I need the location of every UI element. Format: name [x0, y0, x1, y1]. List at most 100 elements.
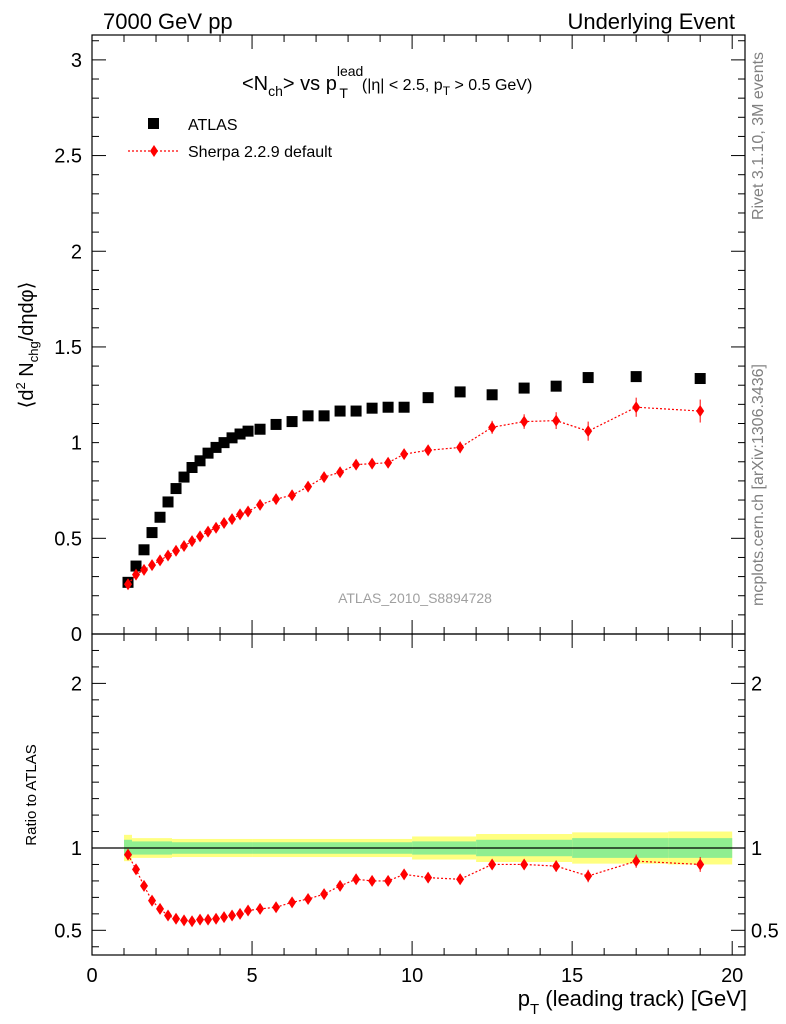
sherpa-point — [220, 517, 229, 530]
sherpa-point — [304, 480, 313, 493]
sherpa-ratio-point — [244, 904, 253, 917]
sherpa-ratio-point — [400, 868, 409, 881]
sherpa-point — [288, 489, 297, 502]
sherpa-ratio-point — [212, 912, 221, 925]
sherpa-ratio-point — [156, 902, 165, 915]
sherpa-point — [164, 549, 173, 562]
sherpa-point — [172, 544, 181, 557]
sherpa-point — [188, 535, 197, 548]
atlas-data-point — [218, 437, 230, 449]
atlas-data-point — [202, 447, 214, 459]
ratio-y-tick-label-left: 0.5 — [54, 920, 82, 942]
x-tick-label: 20 — [721, 965, 743, 987]
sherpa-ratio-point — [368, 874, 377, 887]
atlas-data-point — [146, 527, 158, 539]
sherpa-point — [196, 530, 205, 543]
atlas-data-point — [154, 511, 166, 523]
sherpa-ratio-point — [488, 858, 497, 871]
main-plot-title: <Nch> vs plead T (|η| < 2.5, pT > 0.5 GeV) — [242, 63, 532, 101]
atlas-data-point — [486, 389, 498, 401]
y-tick-label: 3 — [71, 50, 82, 72]
sherpa-ratio-point — [148, 894, 157, 907]
sherpa-ratio-point — [180, 914, 189, 927]
sherpa-ratio-point — [584, 869, 593, 882]
sherpa-ratio-point — [124, 848, 133, 861]
atlas-data-point — [210, 441, 222, 453]
sherpa-ratio-point — [256, 902, 265, 915]
y-tick-label-zero: 0 — [71, 624, 82, 646]
atlas-data-point — [138, 544, 150, 556]
sherpa-ratio-point — [164, 909, 173, 922]
y-tick-label: 1.5 — [54, 337, 82, 359]
atlas-data-point — [226, 432, 238, 444]
atlas-data-point — [254, 423, 266, 435]
atlas-data-point — [194, 455, 206, 467]
sherpa-ratio-point — [696, 858, 705, 871]
sherpa-point — [400, 448, 409, 461]
sherpa-ratio-point — [132, 863, 141, 876]
sherpa-ratio-point — [352, 873, 361, 886]
atlas-data-point — [302, 410, 314, 422]
ratio-y-axis-label: Ratio to ATLAS — [23, 744, 40, 845]
sherpa-point — [272, 493, 281, 506]
sherpa-point — [256, 498, 265, 511]
x-tick-label: 5 — [246, 965, 257, 987]
sherpa-ratio-point — [228, 909, 237, 922]
sherpa-line — [127, 406, 701, 585]
mcplots-label: mcplots.cern.ch [arXiv:1306.3436] — [750, 364, 767, 606]
legend: ATLAS Sherpa 2.2.9 default — [128, 117, 333, 161]
sherpa-point — [552, 414, 561, 427]
atlas-data-point — [454, 386, 466, 398]
rivet-label: Rivet 3.1.10, 3M events — [750, 52, 767, 220]
sherpa-point — [488, 421, 497, 434]
atlas-data-point — [350, 405, 362, 417]
y-tick-label: 1 — [71, 433, 82, 455]
sherpa-ratio-point — [632, 855, 641, 868]
sherpa-point — [156, 554, 165, 567]
x-tick-label: 0 — [86, 965, 97, 987]
atlas-data-point — [130, 560, 142, 572]
atlas-data-point — [694, 373, 706, 385]
sherpa-point — [320, 471, 329, 484]
legend-marker-sherpa — [150, 145, 158, 157]
sherpa-point — [520, 415, 529, 428]
x-tick-label: 10 — [401, 965, 423, 987]
sherpa-point — [368, 457, 377, 470]
atlas-data-point — [270, 418, 282, 430]
sherpa-ratio-point — [304, 893, 313, 906]
ratio-y-tick-label-left: 1 — [71, 838, 82, 860]
sherpa-point — [148, 559, 157, 572]
sherpa-ratio-point — [204, 913, 213, 926]
sherpa-point — [212, 521, 221, 534]
sherpa-ratio-point — [220, 911, 229, 924]
sherpa-point — [132, 568, 141, 581]
sherpa-point — [180, 539, 189, 552]
sherpa-point — [696, 405, 705, 418]
sherpa-point — [228, 513, 237, 526]
ratio-y-tick-label-left: 2 — [71, 673, 82, 695]
sherpa-point — [384, 456, 393, 469]
ratio-plot-frame — [91, 633, 746, 956]
sherpa-ratio-point — [196, 913, 205, 926]
sherpa-point — [424, 444, 433, 457]
sherpa-point — [244, 505, 253, 518]
sherpa-ratio-point — [520, 858, 529, 871]
atlas-data-point — [582, 372, 594, 384]
sherpa-point — [204, 525, 213, 538]
atlas-data-point — [366, 402, 378, 414]
legend-label-atlas: ATLAS — [188, 117, 238, 134]
sherpa-ratio-point — [456, 873, 465, 886]
atlas-data-point — [170, 483, 182, 495]
atlas-data-point — [630, 371, 642, 383]
ratio-y-tick-label-right: 0.5 — [751, 920, 779, 942]
atlas-data-point — [318, 410, 330, 422]
sherpa-point — [352, 458, 361, 471]
atlas-data-point — [286, 416, 298, 428]
header-right: Underlying Event — [567, 9, 735, 34]
plot-area: 0 5 10 15 20 0.5 1 1.5 2 2.5 3 0 0.5 0.5 1 1 2 2 — [54, 34, 779, 987]
atlas-data-point — [242, 425, 254, 437]
sherpa-point — [140, 563, 149, 576]
atlas-data-point — [186, 462, 198, 474]
atlas-data-point — [550, 380, 562, 392]
